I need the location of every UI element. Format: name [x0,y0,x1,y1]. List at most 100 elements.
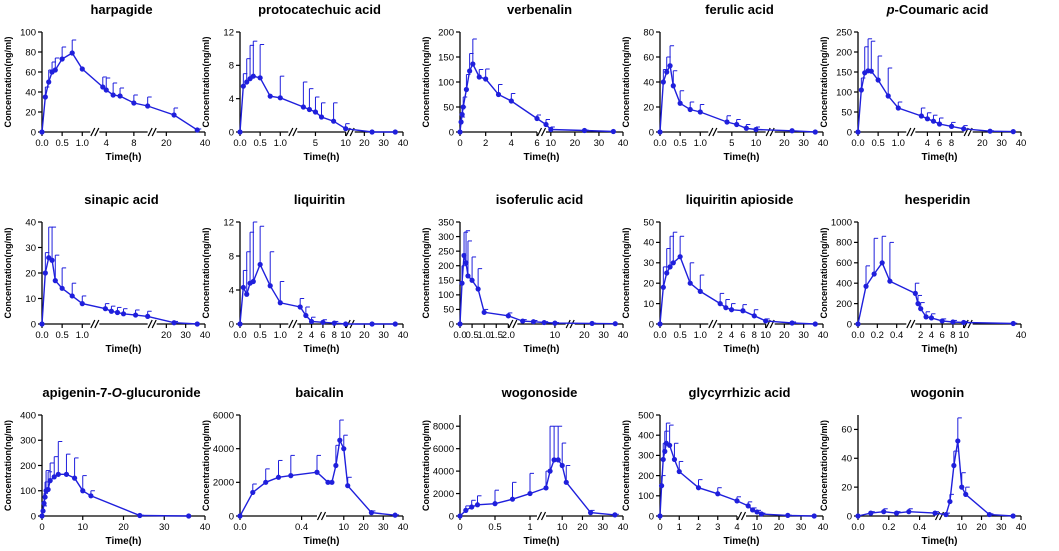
data-point [88,493,94,499]
data-point [950,319,956,325]
x-tick-label: 10 [958,330,969,341]
x-tick-label: 0.0 [233,138,246,149]
x-tick-label: 1.0 [76,330,89,341]
x-tick-label: 10 [760,330,771,341]
y-tick-label: 100 [20,27,36,38]
data-point [275,474,282,480]
data-point [895,105,901,111]
y-tick-label: 100 [836,87,852,98]
data-point [664,69,670,75]
chart-3: verbenalin Concentration(ng/ml) Time(h) 0 50… [421,2,628,163]
data-point [863,283,869,289]
data-point [237,321,243,327]
series-line [459,459,615,517]
chart-title: p-Coumaric acid [886,2,989,17]
axis-break [712,127,718,137]
data-point [734,498,740,504]
title-part: protocatechuic acid [258,2,381,17]
data-point [881,509,887,515]
data-point [79,301,85,307]
y-axis-label: Concentration(ng/ml) [201,37,211,128]
chart-title: liquiritin [294,192,345,207]
data-point [947,498,953,505]
x-tick-label: 1.5 [490,330,503,341]
title-part: verbenalin [507,2,572,17]
y-tick-label: 60 [841,425,852,436]
axis-break [708,319,714,329]
x-tick-label: 0.5 [465,330,478,341]
x-axis-label: Time(h) [106,344,142,355]
data-point [72,475,78,481]
data-point [465,273,471,279]
axis-break [540,511,547,521]
data-point [42,494,48,500]
data-point [943,511,949,518]
series-line [239,437,396,517]
x-axis-label: Time(h) [304,344,340,355]
x-tick-label: 40 [1016,522,1027,533]
data-point [51,474,57,480]
x-tick-label: 30 [378,522,389,533]
x-tick-label: 1 [677,522,682,533]
data-point [240,83,246,89]
x-axis-label: Time(h) [106,536,142,547]
chart-title: hesperidin [905,192,971,207]
x-tick-label: 40 [200,138,211,149]
data-point [855,513,861,519]
axis-break [938,511,945,521]
data-point [257,75,263,81]
title-part: hesperidin [905,192,971,207]
data-point [754,509,760,515]
data-point [855,129,861,135]
x-tick-label: 0.4 [295,522,308,533]
y-tick-label: 300 [438,232,454,243]
x-tick-label: 0.4 [890,330,903,341]
data-point [963,491,969,497]
data-point [40,508,46,514]
title-part: baicalin [295,385,343,400]
x-tick-label: 2 [918,330,923,341]
title-part: glycyrrhizic acid [689,385,791,400]
x-tick-label: 6 [320,330,325,341]
x-tick-label: 8 [131,138,136,149]
series-line [857,70,1014,133]
chart-5: p-Coumaric acid Concentration(ng/ml) Time(… [819,2,1026,163]
data-point [333,462,339,469]
data-point [257,261,263,268]
y-tick-label: 8 [229,61,234,72]
data-point [667,63,673,69]
data-point [785,512,791,518]
data-point [745,503,751,509]
data-point [893,510,900,516]
y-tick-label: 0 [229,319,234,330]
x-tick-label: 6 [940,330,945,341]
axis-break [536,127,543,137]
x-tick-label: 0.5 [254,138,267,149]
data-point [723,305,729,311]
chart-title: verbenalin [507,2,572,17]
data-point [812,321,818,327]
data-point [343,321,349,327]
y-tick-label: 0 [229,511,234,522]
y-tick-label: 8000 [433,422,454,433]
y-tick-label: 60 [25,67,36,78]
data-point [915,301,921,307]
y-tick-label: 100 [20,486,36,497]
data-point [45,486,51,493]
data-point [660,284,666,290]
data-point [171,112,177,118]
data-point [102,306,108,312]
axis-break [910,127,916,137]
data-point [871,271,877,277]
axis-break [94,319,100,329]
x-tick-label: 4 [104,138,109,149]
x-tick-label: 20 [579,330,590,341]
data-point [303,312,309,319]
y-tick-label: 12 [223,27,234,38]
y-tick-label: 150 [836,67,852,78]
x-tick-label: 4 [309,330,314,341]
data-point [297,304,303,310]
x-tick-label: 10 [340,138,351,149]
data-point [80,488,86,494]
y-tick-label: 250 [836,27,852,38]
